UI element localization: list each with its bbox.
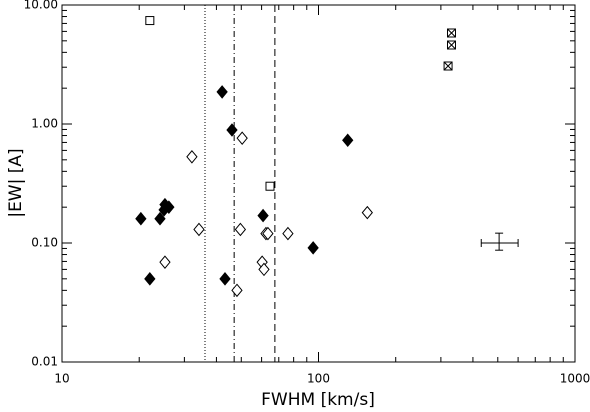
point — [163, 200, 175, 214]
y-tick-label: 10.00 — [24, 0, 58, 12]
point — [193, 222, 205, 237]
point — [265, 181, 275, 191]
y-tick-label: 0.01 — [31, 355, 58, 369]
point — [216, 85, 228, 99]
x-tick-label: 10 — [54, 372, 69, 386]
point — [219, 272, 231, 286]
point — [226, 123, 238, 137]
point — [361, 205, 373, 220]
plot-frame — [61, 4, 576, 363]
point — [342, 133, 354, 148]
point — [446, 40, 456, 50]
point — [145, 16, 155, 26]
point — [262, 226, 274, 241]
y-tick-label: 1.00 — [31, 117, 58, 131]
point — [446, 28, 456, 38]
x-tick-label: 1000 — [560, 372, 590, 386]
point — [443, 61, 453, 71]
y-tick-label: 0.10 — [31, 236, 58, 250]
point — [154, 211, 166, 226]
point — [236, 131, 248, 145]
point — [257, 208, 269, 223]
point — [307, 241, 319, 255]
point — [144, 272, 156, 286]
y-axis-title: |EW| [A] — [6, 148, 26, 217]
point — [282, 226, 294, 241]
point — [135, 211, 147, 226]
point — [234, 222, 247, 237]
point — [258, 262, 270, 277]
point — [159, 255, 171, 269]
point — [231, 283, 243, 298]
x-axis-title: FWHM [km/s] — [261, 390, 375, 410]
x-tick-label: 100 — [307, 372, 330, 386]
point — [186, 150, 198, 164]
